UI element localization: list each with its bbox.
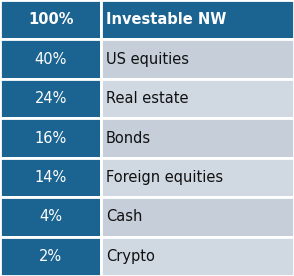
Bar: [0, 79, 101, 118]
Text: Cash: Cash: [106, 209, 142, 224]
Bar: [101, 118, 294, 158]
Text: Crypto: Crypto: [106, 249, 155, 264]
Bar: [0, 158, 101, 197]
Text: Real estate: Real estate: [106, 91, 188, 106]
Bar: [0, 237, 101, 276]
Bar: [0, 0, 101, 39]
Bar: [101, 237, 294, 276]
Text: 40%: 40%: [34, 52, 67, 67]
Text: 2%: 2%: [39, 249, 62, 264]
Text: 24%: 24%: [34, 91, 67, 106]
Text: 100%: 100%: [28, 12, 74, 27]
Bar: [101, 158, 294, 197]
Text: 16%: 16%: [35, 131, 67, 145]
Bar: [101, 79, 294, 118]
Text: Foreign equities: Foreign equities: [106, 170, 223, 185]
Text: Investable NW: Investable NW: [106, 12, 226, 27]
Text: Bonds: Bonds: [106, 131, 151, 145]
Bar: [0, 39, 101, 79]
Bar: [101, 39, 294, 79]
Text: 4%: 4%: [39, 209, 62, 224]
Bar: [101, 197, 294, 237]
Bar: [101, 0, 294, 39]
Text: US equities: US equities: [106, 52, 189, 67]
Bar: [0, 118, 101, 158]
Text: 14%: 14%: [35, 170, 67, 185]
Bar: [0, 197, 101, 237]
